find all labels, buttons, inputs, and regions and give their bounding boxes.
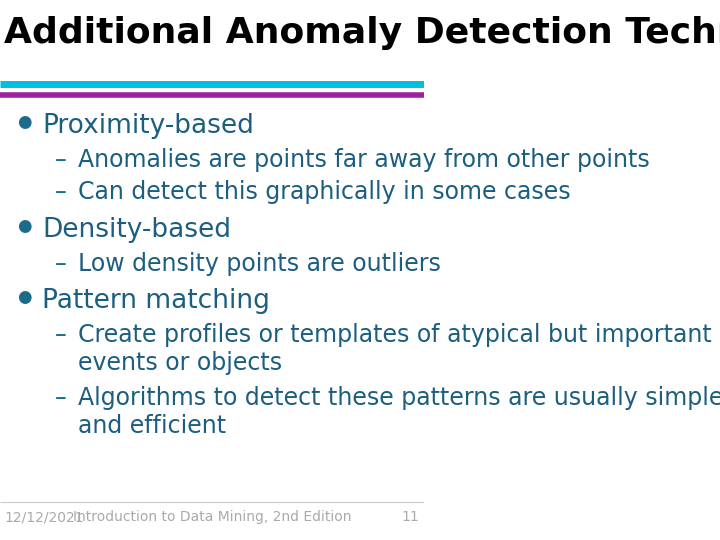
Text: ●: ● (17, 113, 32, 131)
Text: Create profiles or templates of atypical but important
events or objects: Create profiles or templates of atypical… (78, 323, 712, 375)
Text: –: – (55, 148, 67, 172)
Text: Pattern matching: Pattern matching (42, 288, 270, 314)
Text: –: – (55, 323, 67, 347)
Text: Introduction to Data Mining, 2nd Edition: Introduction to Data Mining, 2nd Edition (73, 510, 351, 524)
Text: Additional Anomaly Detection Techniques: Additional Anomaly Detection Techniques (4, 16, 720, 50)
Text: Proximity-based: Proximity-based (42, 113, 254, 139)
Text: Can detect this graphically in some cases: Can detect this graphically in some case… (78, 180, 571, 204)
Text: 11: 11 (402, 510, 420, 524)
Text: –: – (55, 252, 67, 275)
Text: 12/12/2021: 12/12/2021 (4, 510, 84, 524)
Text: Low density points are outliers: Low density points are outliers (78, 252, 441, 275)
Text: –: – (55, 386, 67, 410)
Text: Anomalies are points far away from other points: Anomalies are points far away from other… (78, 148, 650, 172)
Text: ●: ● (17, 288, 32, 306)
Text: –: – (55, 180, 67, 204)
Text: Density-based: Density-based (42, 217, 231, 242)
Text: ●: ● (17, 217, 32, 234)
Text: Algorithms to detect these patterns are usually simple
and efficient: Algorithms to detect these patterns are … (78, 386, 720, 438)
